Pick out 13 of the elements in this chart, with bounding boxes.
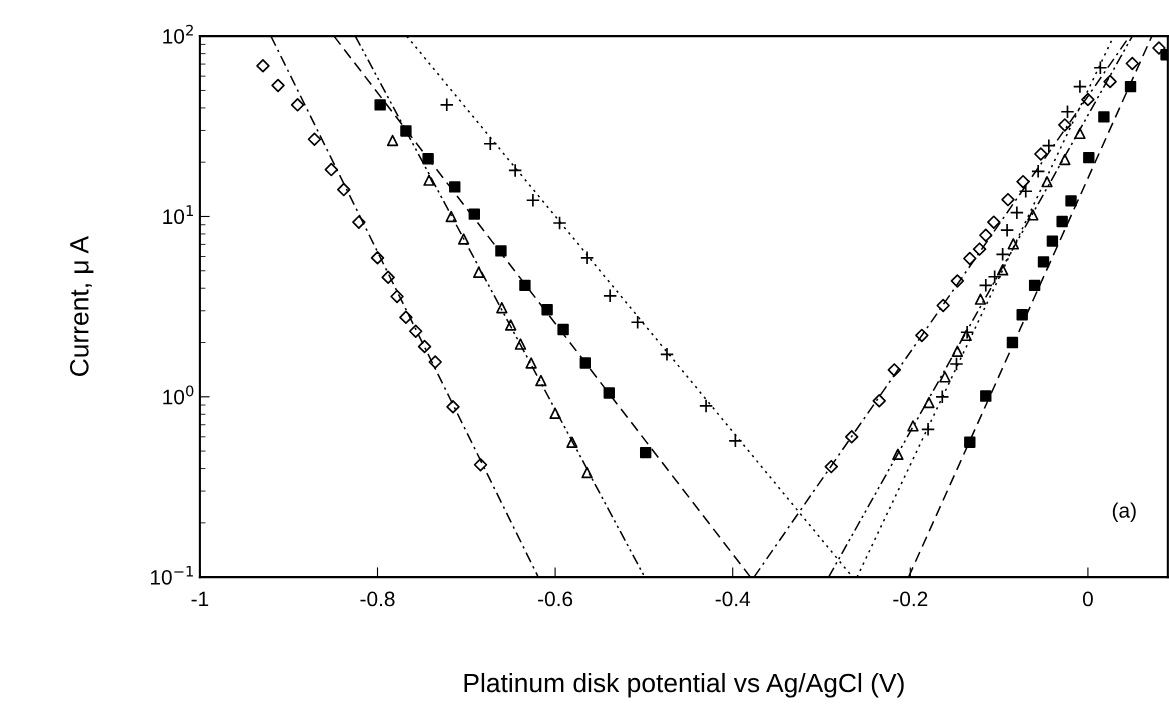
y-tick-label: 10$^{0}$ [163,385,194,405]
x-tick-label: -0.8 [360,591,395,607]
x-tick-label: -0.4 [715,591,751,607]
y-axis-title: Current, μ A [69,236,94,376]
annotation: (a) [1112,502,1136,522]
x-tick-label: 0 [1082,591,1093,607]
x-axis-title: Platinum disk potential vs Ag/AgCl (V) [464,672,904,698]
y-tick-label: 10$^{2}$ [163,24,193,44]
y-tick-label: 10$^{1}$ [163,205,194,225]
x-tick-label: -0.6 [538,591,573,607]
x-tick-label: -0.2 [893,591,928,607]
y-tick-label: 10$^{−1}$ [151,565,193,585]
x-tick-label: -1 [191,591,209,607]
